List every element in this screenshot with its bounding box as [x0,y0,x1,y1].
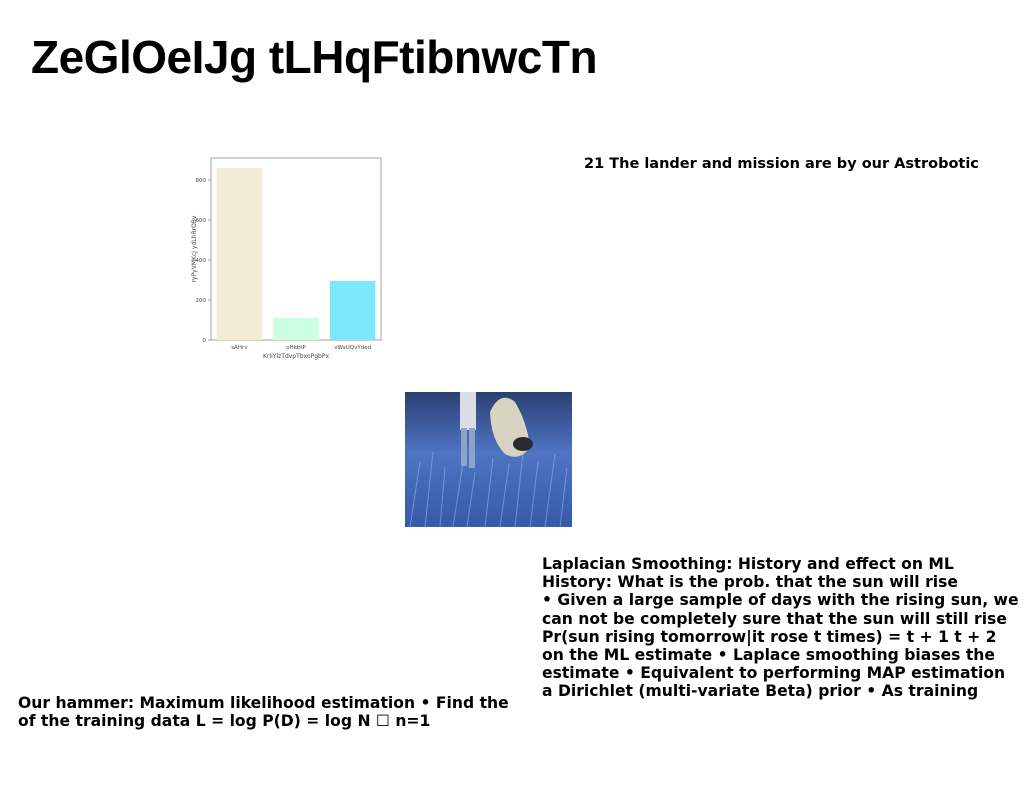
bar [216,168,262,340]
bar-chart: 0 200 400 600 800 sAHrv oHkbtP vWsUQvYded KrIi… [191,157,382,360]
text-line: of the training data L = log P(D) = log … [18,712,431,731]
y-tick-label: 600 [196,218,207,224]
text-line: a Dirichlet (multi-variate Beta) prior •… [542,682,979,701]
photo-icon [405,392,572,527]
y-tick-label: 200 [196,298,207,304]
y-axis-label: ryPyVMKcJ ydLhRrOBv [191,215,198,282]
text-line: on the ML estimate • Laplace smoothing b… [542,646,995,665]
y-tick-label: 0 [203,338,207,344]
x-axis-label: KrIiYlzTdvpTbxoPgbPx [263,353,330,360]
text-line: History: What is the prob. that the sun … [542,573,958,592]
x-tick-label: sAHrv [231,345,248,351]
text-line: • Given a large sample of days with the … [542,591,1019,610]
y-tick-label: 800 [196,178,207,184]
slide-title: ZeGlOeIJg tLHqFtibnwcTn [31,31,598,83]
text-line: can not be completely sure that the sun … [542,609,1007,628]
text-line: Pr(sun rising tomorrow|it rose t times) … [542,627,997,646]
slide-caption: 21 The lander and mission are by our Ast… [584,156,979,172]
x-tick-label: vWsUQvYded [334,345,371,351]
x-tick-label: oHkbtP [286,345,306,351]
text-line: estimate • Equivalent to performing MAP … [542,664,1006,683]
bar [330,281,376,340]
y-tick-label: 400 [196,258,207,264]
laplacian-smoothing-text: Laplacian Smoothing: History and effect … [542,555,1019,701]
bar [273,318,319,340]
text-line: Laplacian Smoothing: History and effect … [542,555,954,573]
mle-text: Our hammer: Maximum likelihood estimatio… [18,694,509,730]
text-line: Our hammer: Maximum likelihood estimatio… [18,694,509,712]
